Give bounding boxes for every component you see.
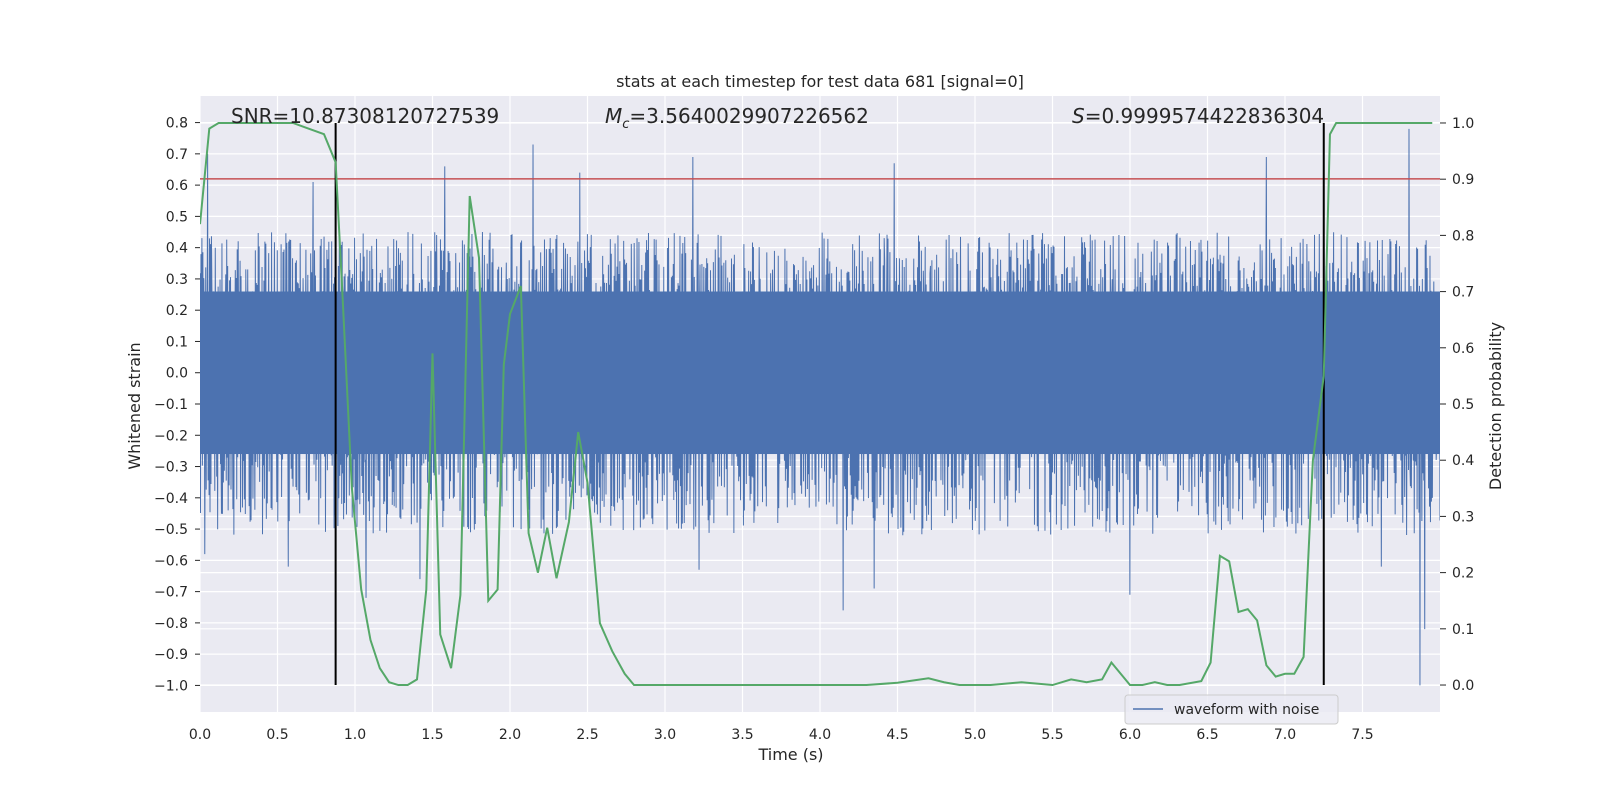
overlays bbox=[200, 121, 1440, 687]
legend: waveform with noise bbox=[1124, 694, 1339, 725]
score-symbol: S bbox=[1072, 104, 1085, 128]
chirp-mass-value: =3.5640029907226562 bbox=[629, 104, 868, 128]
waveform-core bbox=[200, 291, 1440, 455]
x-tick-label: 1.0 bbox=[344, 727, 366, 743]
x-tick-label: 3.5 bbox=[731, 727, 753, 743]
y2-tick-label: 0.1 bbox=[1452, 622, 1474, 638]
x-tick-label: 7.0 bbox=[1274, 727, 1296, 743]
y-tick-label: −0.2 bbox=[154, 428, 188, 444]
x-tick-label: 1.5 bbox=[421, 727, 443, 743]
y-tick-label: −0.7 bbox=[154, 585, 188, 601]
x-tick-label: 4.5 bbox=[886, 727, 908, 743]
x-axis-label: Time (s) bbox=[757, 745, 823, 764]
detection-probability-line bbox=[200, 121, 1433, 687]
y-tick-label: 0.4 bbox=[166, 241, 188, 257]
y2-tick-label: 0.3 bbox=[1452, 509, 1474, 525]
snr-annotation: SNR=10.87308120727539 bbox=[231, 104, 499, 128]
y-tick-label: 0.2 bbox=[166, 303, 188, 319]
y2-tick-label: 0.6 bbox=[1452, 341, 1474, 357]
x-axis: 0.0 0.5 1.0 1.5 2.0 2.5 3.0 3.5 4.0 4.5 5.0 5.5 6.0 6… bbox=[189, 727, 1374, 743]
chart-title: stats at each timestep for test data 681… bbox=[616, 72, 1024, 91]
chirp-mass-subscript: c bbox=[622, 117, 629, 132]
y-tick-label: −0.3 bbox=[154, 460, 188, 476]
y2-tick-label: 1.0 bbox=[1452, 116, 1474, 132]
y2-tick-label: 0.7 bbox=[1452, 285, 1474, 301]
x-tick-label: 6.0 bbox=[1119, 727, 1141, 743]
y-tick-label: 0.1 bbox=[166, 334, 188, 350]
score-annotation: S=0.9999574422836304 bbox=[1072, 104, 1324, 128]
chirp-mass-symbol: M bbox=[605, 104, 622, 128]
legend-label: waveform with noise bbox=[1174, 702, 1319, 718]
score-value: =0.9999574422836304 bbox=[1085, 104, 1324, 128]
y-tick-label: −0.5 bbox=[154, 522, 188, 538]
y-axis-left: 0.8 0.7 0.6 0.5 0.4 0.3 0.2 0.1 0.0 −0.1 −0.2 −0.3 −… bbox=[154, 116, 200, 694]
x-tick-label: 2.0 bbox=[499, 727, 521, 743]
x-tick-label: 6.5 bbox=[1196, 727, 1218, 743]
x-tick-label: 3.0 bbox=[654, 727, 676, 743]
y-tick-label: 0.3 bbox=[166, 272, 188, 288]
x-tick-label: 0.0 bbox=[189, 727, 211, 743]
y-tick-label: 0.0 bbox=[166, 366, 188, 382]
y-tick-label: −0.8 bbox=[154, 616, 188, 632]
y-tick-label: −0.1 bbox=[154, 397, 188, 413]
y2-tick-label: 0.9 bbox=[1452, 172, 1474, 188]
y2-tick-label: 0.8 bbox=[1452, 228, 1474, 244]
x-tick-label: 4.0 bbox=[809, 727, 831, 743]
chirp-mass-annotation: Mc=3.5640029907226562 bbox=[605, 104, 869, 132]
y-tick-label: 0.8 bbox=[166, 116, 188, 132]
y-tick-label: 0.7 bbox=[166, 147, 188, 163]
x-tick-label: 5.5 bbox=[1041, 727, 1063, 743]
y-axis-label: Whitened strain bbox=[125, 342, 144, 469]
y2-tick-label: 0.2 bbox=[1452, 566, 1474, 582]
y2-tick-label: 0.4 bbox=[1452, 453, 1474, 469]
y-tick-label: −0.4 bbox=[154, 491, 188, 507]
y-tick-label: 0.6 bbox=[166, 178, 188, 194]
y-axis-right: 1.0 0.9 0.8 0.7 0.6 0.5 0.4 0.3 0.2 0.1 0.0 bbox=[1440, 116, 1474, 694]
legend-box bbox=[1124, 694, 1339, 725]
y-tick-label: −0.6 bbox=[154, 553, 188, 569]
x-tick-label: 7.5 bbox=[1351, 727, 1373, 743]
x-tick-label: 5.0 bbox=[964, 727, 986, 743]
y2-tick-label: 0.0 bbox=[1452, 678, 1474, 694]
y-tick-label: −1.0 bbox=[154, 678, 188, 694]
y2-axis-label: Detection probability bbox=[1486, 322, 1505, 490]
x-tick-label: 2.5 bbox=[576, 727, 598, 743]
y-tick-label: 0.5 bbox=[166, 209, 188, 225]
y2-tick-label: 0.5 bbox=[1452, 397, 1474, 413]
y-tick-label: −0.9 bbox=[154, 647, 188, 663]
x-tick-label: 0.5 bbox=[266, 727, 288, 743]
waveform-series bbox=[200, 128, 1440, 686]
